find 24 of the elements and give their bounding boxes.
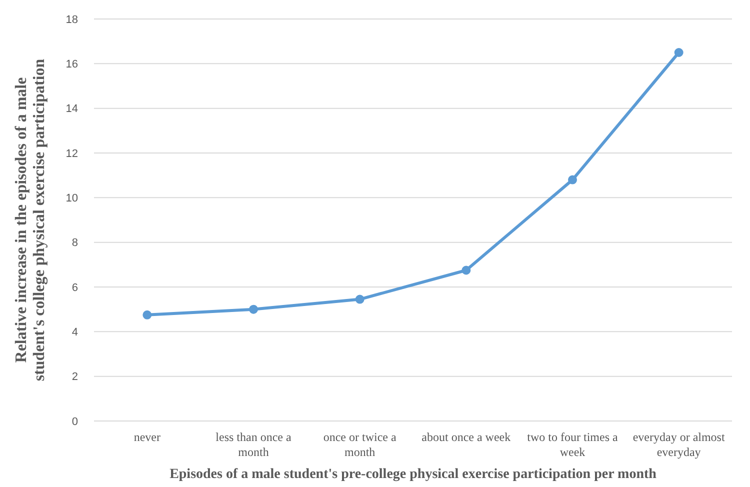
- y-tick-label: 16: [66, 58, 78, 71]
- x-tick-label: two to four times a week: [527, 430, 618, 459]
- y-tick-label: 6: [72, 282, 78, 294]
- x-tick-label: once or twice a month: [323, 430, 397, 459]
- y-tick-label: 12: [66, 148, 78, 160]
- point: [355, 294, 364, 304]
- y-tick-label: 14: [66, 103, 78, 116]
- x-tick-label: never: [134, 430, 160, 444]
- point: [142, 310, 152, 320]
- point: [462, 266, 471, 275]
- y-tick-label: 0: [72, 416, 78, 428]
- x-tick-label: everyday or almost everyday: [632, 430, 726, 459]
- point: [674, 48, 684, 57]
- y-tick-label: 8: [72, 237, 78, 250]
- point: [568, 175, 577, 184]
- x-tick-label: less than once a month: [216, 430, 292, 459]
- x-tick-label: about once a week: [422, 430, 511, 444]
- y-axis-title: Relative increase in the episodes of a male student's college physical exercise participation: [13, 58, 48, 382]
- y-tick-label: 4: [72, 326, 78, 339]
- y-tick-label: 18: [66, 14, 78, 26]
- y-tick-label: 2: [72, 371, 78, 384]
- point: [249, 304, 258, 314]
- y-tick-label: 10: [66, 192, 78, 205]
- x-axis-title: Episodes of a male student's pre-college physical exercise participation per month: [170, 467, 657, 482]
